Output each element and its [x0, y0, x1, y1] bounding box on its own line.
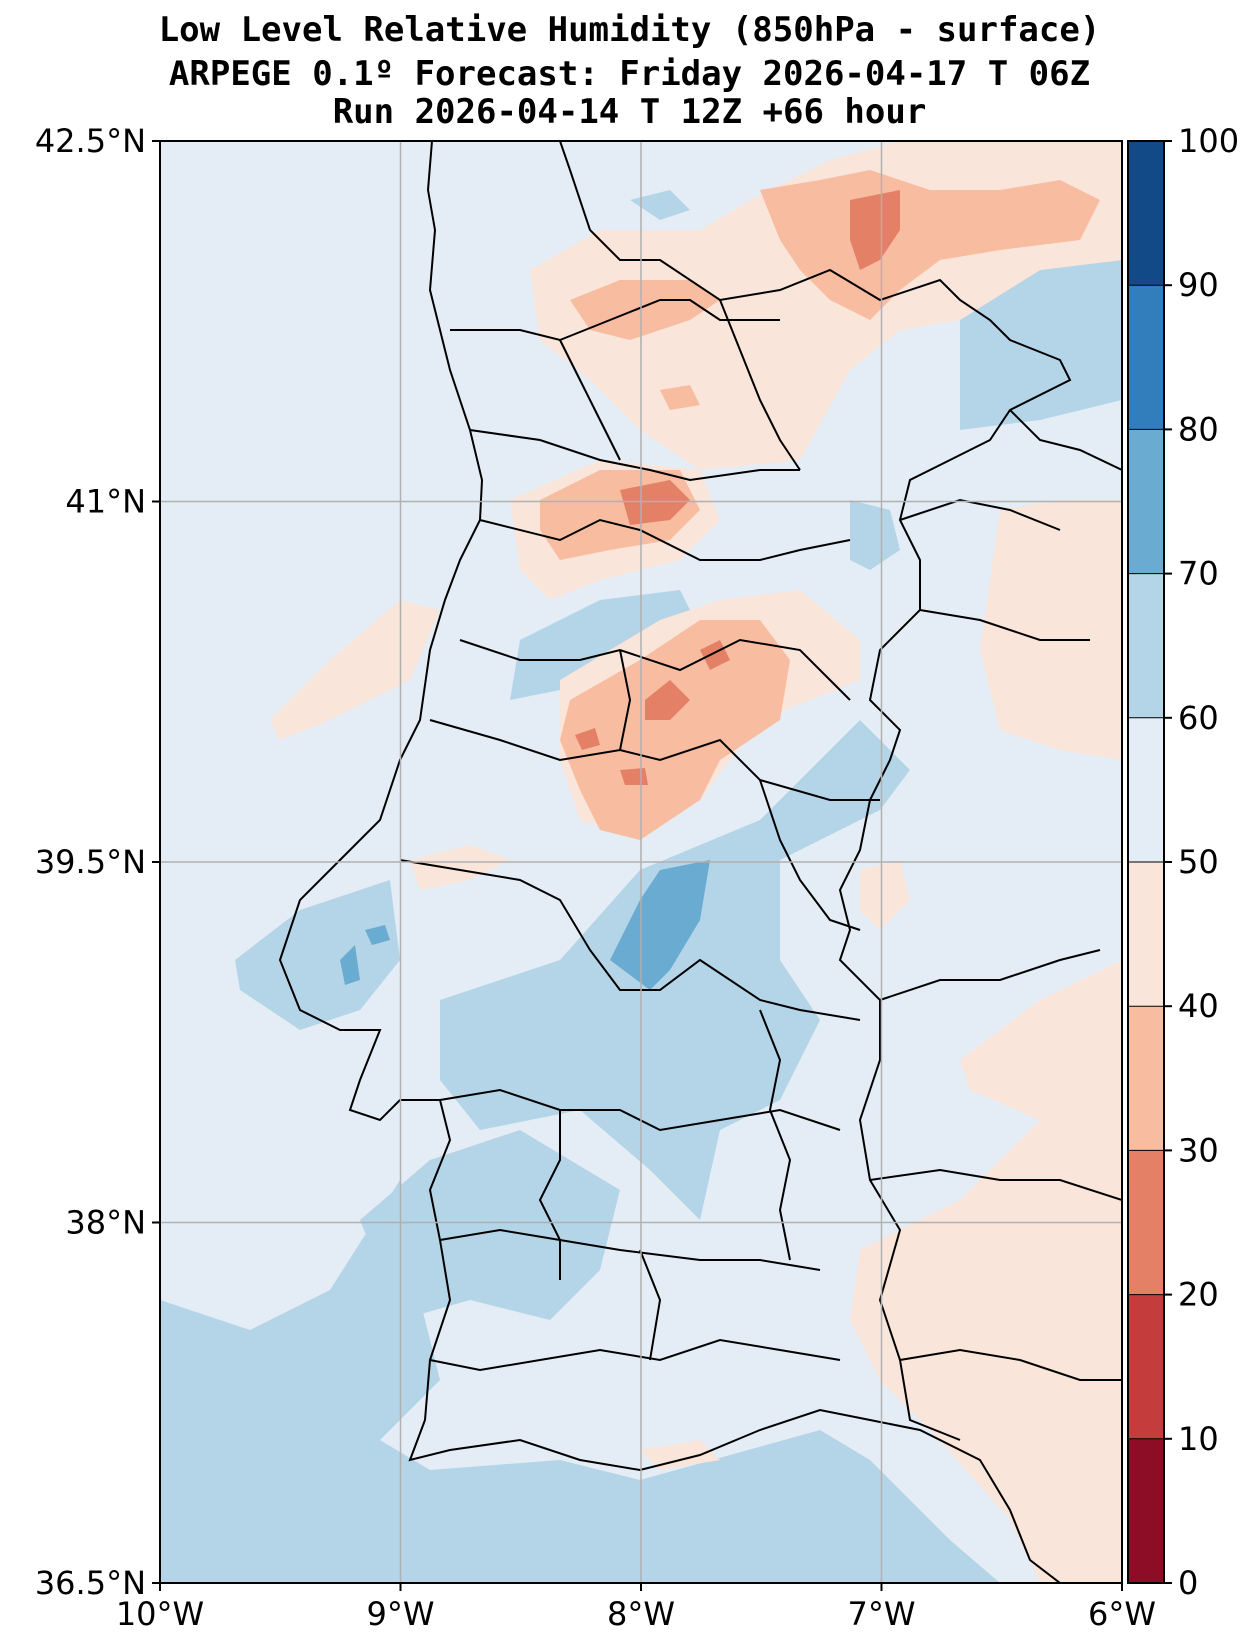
y-tick-label: 41°N — [65, 483, 146, 521]
rh-region-60-70 — [630, 190, 690, 220]
colorbar-tick-label: 10 — [1178, 1420, 1219, 1458]
colorbar-tick-label: 80 — [1178, 410, 1219, 448]
colorbar-bin — [1128, 1150, 1164, 1295]
rh-region-20-30 — [700, 640, 730, 670]
chart-title-line3: Run 2026-04-14 T 12Z +66 hour — [332, 92, 927, 132]
district-boundary — [719, 299, 801, 471]
colorbar-tick-label: 0 — [1178, 1564, 1198, 1602]
chart-title-line2: ARPEGE 0.1º Forecast: Friday 2026-04-17 … — [168, 54, 1091, 94]
x-tick-label: 8°W — [607, 1595, 675, 1633]
colorbar-bin — [1128, 1006, 1164, 1151]
district-boundary — [759, 1009, 792, 1261]
district-boundary — [639, 1249, 662, 1361]
district-boundary — [919, 609, 1090, 641]
district-boundary — [619, 649, 632, 751]
colorbar-tick-label: 50 — [1178, 843, 1219, 881]
colorbar-tick-label: 90 — [1178, 266, 1219, 304]
rh-region-30-40 — [660, 385, 700, 410]
chart-title-line1: Low Level Relative Humidity (850hPa - su… — [158, 10, 1101, 50]
colorbar-bin — [1128, 141, 1164, 286]
colorbar-tick-label: 70 — [1178, 555, 1219, 593]
rh-region-70-80 — [365, 925, 390, 945]
district-boundary — [538, 1110, 561, 1280]
rh-region-30-40 — [560, 620, 790, 840]
rh-region-20-30 — [575, 728, 600, 750]
district-boundary — [869, 1168, 1122, 1201]
colorbar-bin — [1128, 573, 1164, 718]
y-tick-label: 39.5°N — [35, 843, 146, 881]
map-plot-area — [159, 140, 1123, 1584]
rh-region-40-50 — [850, 960, 1122, 1583]
rh-region-60-70 — [160, 1180, 1000, 1583]
district-boundary — [879, 949, 1101, 1001]
axis-ticks: 10°W 9°W 8°W 7°W 6°W 42.5°N 41°N 39.5°N 38°N 36.5… — [35, 122, 1156, 1633]
colorbar-bin — [1128, 717, 1164, 862]
colorbar-bin — [1128, 429, 1164, 574]
colorbar-tick-label: 20 — [1178, 1276, 1219, 1314]
rh-region-70-80 — [340, 945, 360, 985]
district-boundary — [1009, 409, 1122, 471]
rh-region-60-70 — [235, 880, 400, 1030]
rh-region-20-30 — [645, 680, 690, 720]
x-tick-label: 9°W — [367, 1595, 435, 1633]
rh-region-60-70 — [510, 590, 700, 700]
colorbar-tick-label: 30 — [1178, 1131, 1219, 1169]
y-tick-label: 38°N — [65, 1204, 146, 1242]
rh-region-70-80 — [610, 860, 710, 990]
rh-region-20-30 — [850, 190, 900, 270]
rh-region-30-40 — [760, 170, 1100, 320]
district-boundary — [459, 638, 851, 701]
colorbar-tick-label: 40 — [1178, 987, 1219, 1025]
rh-region-40-50 — [270, 600, 440, 740]
colorbar-bin — [1128, 1438, 1164, 1583]
rh-region-40-50 — [980, 500, 1122, 760]
border-portugal-spain — [559, 141, 1072, 1441]
district-boundary — [559, 339, 621, 461]
coastline — [278, 141, 1061, 1583]
rh-region-40-50 — [410, 845, 510, 890]
colorbar-bin — [1128, 285, 1164, 430]
y-tick-label: 42.5°N — [35, 122, 146, 160]
district-boundary — [759, 779, 861, 931]
district-boundary — [899, 498, 1061, 531]
rh-region-40-50 — [640, 1440, 720, 1470]
rh-region-60-70 — [850, 500, 900, 570]
colorbar-bin — [1128, 1294, 1164, 1439]
district-boundary — [450, 299, 780, 342]
rh-region-60-70 — [960, 260, 1122, 430]
humidity-fill-layer — [160, 141, 1122, 1583]
district-boundary — [899, 1348, 1122, 1381]
district-boundary — [429, 719, 880, 801]
rh-region-20-30 — [620, 768, 648, 785]
rh-region-60-70 — [360, 1130, 620, 1320]
x-tick-label: 6°W — [1088, 1595, 1156, 1633]
rh-region-20-30 — [620, 480, 690, 525]
x-tick-label: 10°W — [116, 1595, 204, 1633]
district-boundary — [399, 859, 861, 1021]
rh-region-60-70 — [440, 720, 910, 1220]
coastline-layer — [278, 141, 1122, 1583]
colorbar-tick-label: 60 — [1178, 699, 1219, 737]
colorbar-bin — [1128, 862, 1164, 1007]
district-boundary — [469, 429, 800, 482]
district-boundary — [479, 518, 851, 561]
rh-region-30-40 — [570, 280, 720, 340]
district-boundary — [429, 1338, 841, 1372]
district-boundary — [439, 1228, 821, 1271]
colorbar: 0 10 20 30 40 50 60 70 80 90 100 — [1127, 122, 1239, 1602]
y-tick-label: 36.5°N — [35, 1564, 146, 1602]
x-tick-label: 7°W — [848, 1595, 916, 1633]
rh-region-40-50 — [860, 860, 910, 930]
colorbar-tick-label: 100 — [1178, 122, 1239, 160]
